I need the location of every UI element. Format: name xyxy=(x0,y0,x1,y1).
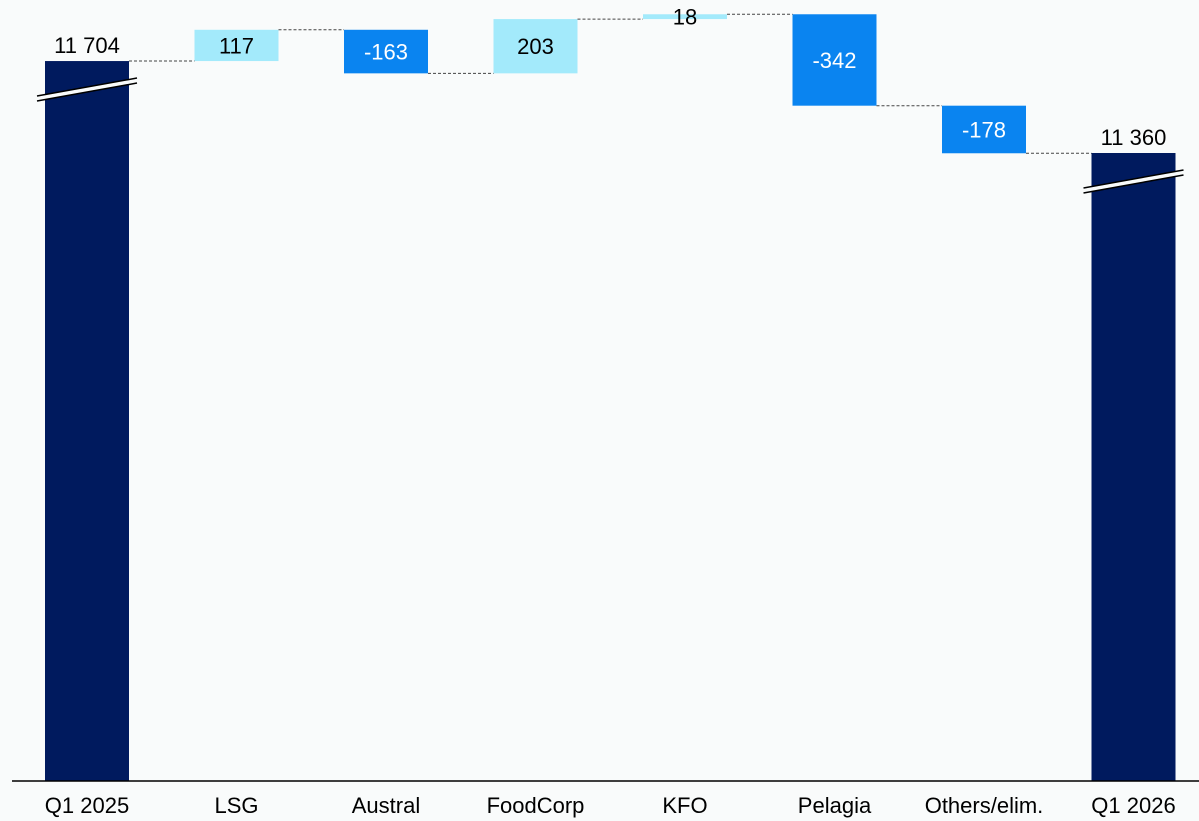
category-label: KFO xyxy=(662,793,707,818)
bar-q1-2026 xyxy=(1091,153,1176,781)
category-label: LSG xyxy=(214,793,258,818)
value-label: 11 360 xyxy=(1101,125,1167,150)
bar-pelagia xyxy=(792,14,877,106)
category-label: Pelagia xyxy=(798,793,872,818)
value-label: 117 xyxy=(219,33,254,58)
value-label: -178 xyxy=(962,117,1006,142)
bar-austral xyxy=(344,29,428,74)
connector-lines xyxy=(129,13,1092,154)
axis-break-marks xyxy=(36,77,1184,194)
category-labels: Q1 2025 LSG Austral FoodCorp KFO Pelagia Other… xyxy=(45,793,1176,818)
bar-others-elim xyxy=(942,105,1026,154)
axis-break-mark xyxy=(1083,169,1184,194)
value-label: 11 704 xyxy=(54,33,120,58)
bar-lsg xyxy=(194,29,279,62)
value-labels: 11 704 117 -163 203 18 -342 -178 11 360 xyxy=(54,5,1166,150)
bar-kfo xyxy=(643,14,727,20)
value-label: -163 xyxy=(364,40,408,65)
category-label: FoodCorp xyxy=(487,793,585,818)
value-label: -342 xyxy=(812,48,856,73)
category-label: Austral xyxy=(352,793,420,818)
axis-break-mark xyxy=(36,77,138,102)
bar-q1-2025 xyxy=(45,61,129,781)
value-label: 203 xyxy=(517,34,554,59)
category-label: Others/elim. xyxy=(925,793,1044,818)
category-label: Q1 2025 xyxy=(45,793,129,818)
bar-foodcorp xyxy=(493,19,578,74)
category-label: Q1 2026 xyxy=(1091,793,1175,818)
value-label: 18 xyxy=(673,5,697,30)
bars xyxy=(45,14,1176,781)
